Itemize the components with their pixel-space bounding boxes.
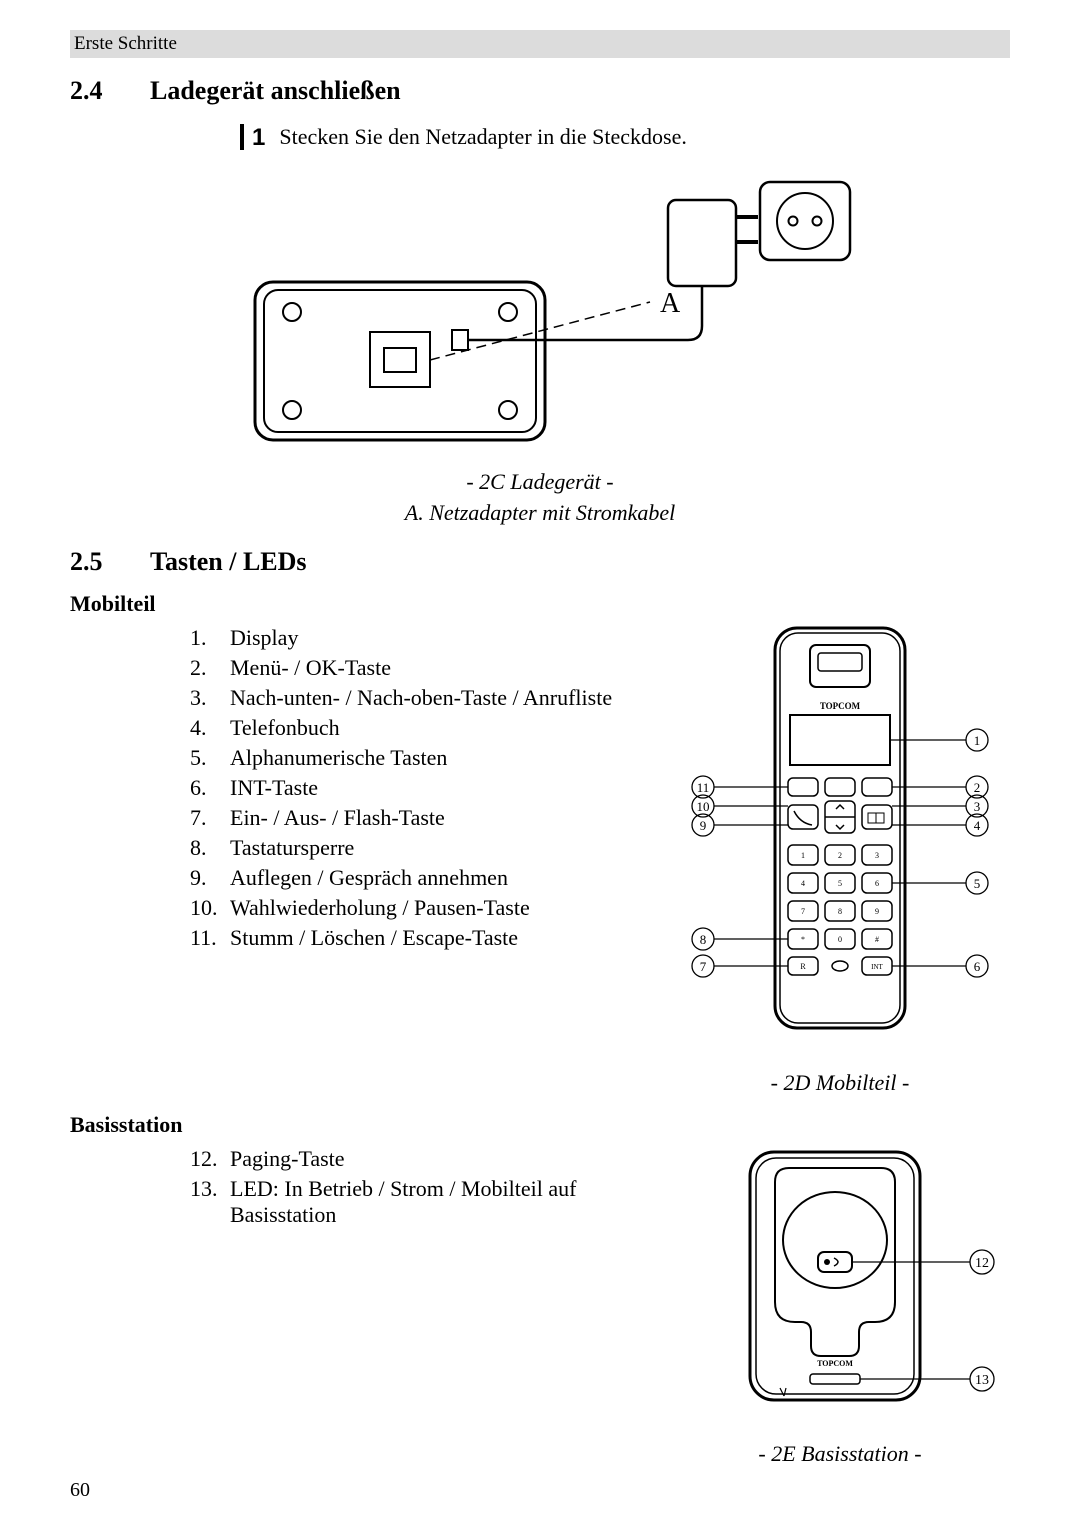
list-item: 12.Paging-Taste (190, 1144, 670, 1174)
svg-text:2: 2 (974, 780, 981, 795)
handset-diagram-icon: TOPCOM (680, 623, 1000, 1053)
svg-text:R: R (800, 962, 806, 971)
basisstation-heading: Basisstation (70, 1112, 1010, 1138)
breadcrumb: Erste Schritte (70, 30, 1010, 58)
list-text: Tastatursperre (230, 835, 354, 861)
list-text: Stumm / Löschen / Escape-Taste (230, 925, 518, 951)
svg-text:9: 9 (700, 818, 707, 833)
list-item: 11.Stumm / Löschen / Escape-Taste (190, 923, 670, 953)
basisstation-list: 12.Paging-Taste13.LED: In Betrieb / Stro… (190, 1144, 670, 1230)
list-index: 5. (190, 745, 230, 771)
figure-2c: A - 2C Ladegerät - A. Netzadapter mit St… (70, 172, 1010, 529)
list-index: 3. (190, 685, 230, 711)
figure-2c-caption1: - 2C Ladegerät - (70, 467, 1010, 498)
list-item: 1.Display (190, 623, 670, 653)
svg-text:7: 7 (801, 907, 805, 916)
list-text: Display (230, 625, 298, 651)
list-text: Paging-Taste (230, 1146, 345, 1172)
list-index: 9. (190, 865, 230, 891)
section-25-num: 2.5 (70, 547, 150, 577)
step-bar-icon (240, 124, 244, 150)
svg-text:8: 8 (700, 932, 707, 947)
list-item: 7.Ein- / Aus- / Flash-Taste (190, 803, 670, 833)
list-index: 8. (190, 835, 230, 861)
svg-text:3: 3 (974, 799, 981, 814)
svg-text:0: 0 (838, 935, 842, 944)
svg-text:8: 8 (838, 907, 842, 916)
list-text: Telefonbuch (230, 715, 340, 741)
list-index: 10. (190, 895, 230, 921)
label-a: A (660, 288, 681, 319)
section-25-title: Tasten / LEDs (150, 547, 307, 577)
svg-text:6: 6 (974, 959, 981, 974)
list-index: 6. (190, 775, 230, 801)
step-1: 1 Stecken Sie den Netzadapter in die Ste… (240, 124, 1010, 152)
svg-text:6: 6 (875, 879, 879, 888)
svg-text:INT: INT (871, 963, 883, 971)
list-item: 13.LED: In Betrieb / Strom / Mobilteil a… (190, 1174, 670, 1230)
list-index: 2. (190, 655, 230, 681)
base-brand: TOPCOM (817, 1359, 853, 1368)
list-item: 10.Wahlwiederholung / Pausen-Taste (190, 893, 670, 923)
list-index: 11. (190, 925, 230, 951)
step-1-text: Stecken Sie den Netzadapter in die Steck… (279, 124, 686, 152)
mobilteil-heading: Mobilteil (70, 591, 1010, 617)
list-text: Wahlwiederholung / Pausen-Taste (230, 895, 530, 921)
list-text: LED: In Betrieb / Strom / Mobilteil auf … (230, 1176, 670, 1228)
list-item: 4.Telefonbuch (190, 713, 670, 743)
charger-diagram-icon: A (220, 172, 860, 452)
list-item: 5.Alphanumerische Tasten (190, 743, 670, 773)
svg-text:4: 4 (801, 879, 805, 888)
list-text: Ein- / Aus- / Flash-Taste (230, 805, 445, 831)
svg-text:1: 1 (801, 851, 805, 860)
list-item: 2.Menü- / OK-Taste (190, 653, 670, 683)
list-item: 6.INT-Taste (190, 773, 670, 803)
list-text: Alphanumerische Tasten (230, 745, 447, 771)
figure-2c-caption2: A. Netzadapter mit Stromkabel (70, 498, 1010, 529)
list-index: 13. (190, 1176, 230, 1228)
list-index: 7. (190, 805, 230, 831)
svg-text:3: 3 (875, 851, 879, 860)
list-index: 4. (190, 715, 230, 741)
list-index: 1. (190, 625, 230, 651)
list-text: Menü- / OK-Taste (230, 655, 391, 681)
section-24-heading: 2.4 Ladegerät anschließen (70, 76, 1010, 106)
svg-text:5: 5 (974, 876, 981, 891)
svg-text:#: # (875, 935, 879, 944)
list-item: 9.Auflegen / Gespräch annehmen (190, 863, 670, 893)
svg-text:5: 5 (838, 879, 842, 888)
svg-text:11: 11 (697, 780, 710, 795)
svg-text:10: 10 (697, 799, 710, 814)
svg-text:*: * (801, 935, 805, 944)
base-diagram-icon: TOPCOM 12 13 (680, 1144, 1000, 1424)
svg-text:4: 4 (974, 818, 981, 833)
section-24-num: 2.4 (70, 76, 150, 106)
mobilteil-list: 1.Display2.Menü- / OK-Taste3.Nach-unten-… (190, 623, 670, 953)
section-24-title: Ladegerät anschließen (150, 76, 401, 106)
svg-text:12: 12 (975, 1256, 989, 1271)
figure-2e-caption: - 2E Basisstation - (670, 1439, 1010, 1470)
list-item: 8.Tastatursperre (190, 833, 670, 863)
handset-brand: TOPCOM (820, 701, 861, 711)
list-text: Nach-unten- / Nach-oben-Taste / Anruflis… (230, 685, 612, 711)
list-text: Auflegen / Gespräch annehmen (230, 865, 508, 891)
list-index: 12. (190, 1146, 230, 1172)
svg-text:2: 2 (838, 851, 842, 860)
list-item: 3.Nach-unten- / Nach-oben-Taste / Anrufl… (190, 683, 670, 713)
list-text: INT-Taste (230, 775, 318, 801)
page-number: 60 (70, 1479, 90, 1502)
section-25-heading: 2.5 Tasten / LEDs (70, 547, 1010, 577)
step-1-num: 1 (252, 124, 265, 152)
svg-text:7: 7 (700, 959, 707, 974)
figure-2d-caption: - 2D Mobilteil - (670, 1068, 1010, 1099)
svg-text:1: 1 (974, 733, 981, 748)
svg-text:13: 13 (975, 1373, 989, 1388)
svg-text:9: 9 (875, 907, 879, 916)
